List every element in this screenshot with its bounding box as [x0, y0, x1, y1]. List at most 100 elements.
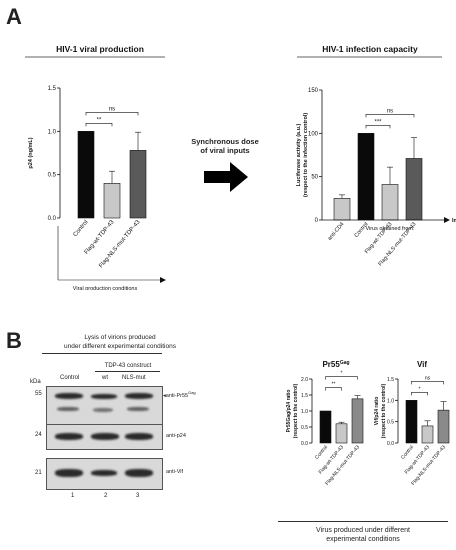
- chart-viral-production: HIV-1 viral production 0.0 0.5 1.0 1.5 p24 (n…: [25, 44, 166, 290]
- infection-arrow-head: [444, 217, 450, 223]
- significance-bracket: [365, 125, 391, 129]
- chart-title-sup: Gag: [340, 360, 350, 366]
- y-axis-label: p24 (ng/mL): [28, 137, 34, 168]
- lysis-caption: Lysis of virions produced under differen…: [50, 333, 190, 351]
- significance-label: *: [341, 371, 343, 377]
- blot-pr55: [46, 386, 163, 428]
- y-tick-label: 2.0: [301, 377, 308, 383]
- x-axis-label: Viral production conditions: [73, 286, 138, 290]
- y-tick-label: 100: [308, 131, 319, 137]
- label-anti-vif: anti-Vif: [166, 469, 184, 475]
- y-tick-label: 0.0: [301, 441, 308, 447]
- bar: [103, 183, 121, 219]
- category-label: Control: [314, 444, 329, 460]
- y-axis-label-2: (respect to the control): [293, 383, 299, 438]
- bar: [421, 425, 434, 444]
- marker-55: 55: [35, 391, 42, 397]
- lane-number-3: 3: [136, 493, 140, 499]
- lane-number-2: 2: [104, 493, 108, 499]
- y-tick-label: 0.5: [48, 173, 57, 179]
- bottom-caption: Virus produced under different experimen…: [278, 526, 448, 544]
- significance-bracket: [365, 114, 415, 118]
- arrow-label-line2: of viral inputs: [200, 146, 250, 155]
- x-arrow-head: [160, 277, 166, 283]
- bar: [335, 423, 348, 444]
- chart-infection-capacity: HIV-1 infection capacity 0 50 100 150 Lucifer…: [296, 44, 456, 267]
- tdp-divider: [95, 371, 160, 372]
- group-label: Virus obtained from:: [365, 226, 415, 232]
- y-axis-label-2: (respect to the control): [381, 383, 387, 438]
- tdp-construct-label: TDP-43 construct: [104, 363, 152, 369]
- significance-bracket: [325, 387, 342, 391]
- chart-title: HIV-1 infection capacity: [322, 44, 418, 54]
- bar: [357, 133, 375, 221]
- y-tick-label: 0: [315, 218, 319, 224]
- significance-label: **: [97, 117, 102, 123]
- lysis-line2: under different experimental conditions: [64, 343, 176, 350]
- significance-label: **: [332, 382, 336, 388]
- category-label: anti-CD4: [327, 221, 346, 241]
- lane-header-nls-mut: NLS-mut: [122, 375, 146, 381]
- bottom-caption-line1: Virus produced under different: [316, 527, 410, 534]
- significance-label: ns: [387, 108, 393, 114]
- y-tick-label: 1.0: [387, 398, 394, 404]
- bar: [77, 131, 95, 219]
- significance-label: ns: [425, 375, 431, 381]
- lane-header-control: Control: [60, 375, 80, 381]
- significance-label: ***: [374, 119, 382, 125]
- significance-bracket: [85, 112, 139, 116]
- arrow-label: Synchronous dose of viral inputs: [170, 137, 280, 155]
- y-tick-label: 1.5: [301, 393, 308, 399]
- category-label: Control: [400, 444, 415, 460]
- lane-header-wt: wt: [102, 375, 108, 381]
- y-tick-label: 1.5: [48, 86, 57, 92]
- bar: [333, 198, 351, 221]
- significance-label: *: [419, 386, 421, 392]
- bar: [351, 398, 364, 444]
- significance-bracket: [325, 376, 358, 380]
- label-anti-pr55: ◂anti-Pr55Gag: [163, 390, 196, 399]
- category-label: Control: [73, 219, 90, 238]
- marker-21: 21: [35, 470, 42, 476]
- y-tick-label: 0.5: [301, 425, 308, 431]
- bar: [405, 400, 418, 444]
- y-axis-label: Pr55Gag/p24 ratio: [286, 390, 292, 433]
- chart-title: Pr55Gag: [322, 360, 349, 369]
- y-tick-label: 1.0: [48, 129, 57, 135]
- chart-vif-ratio: Vif 0.0 0.5 1.0 1.5 Vif/p24 ratio (respect to …: [374, 360, 450, 487]
- blot-p24: [46, 424, 163, 450]
- chart-title: Vif: [417, 360, 427, 369]
- bottom-divider: [278, 521, 448, 522]
- infection-label: Infection: [452, 218, 456, 224]
- y-axis-label: Vif/p24 ratio: [374, 397, 380, 426]
- blot-vif: [46, 458, 163, 490]
- significance-label: ns: [109, 106, 115, 112]
- y-tick-label: 50: [311, 175, 318, 181]
- kda-label: kDa: [30, 379, 41, 385]
- y-tick-label: 150: [308, 88, 319, 94]
- bar: [405, 158, 423, 221]
- arrow-label-line1: Synchronous dose: [191, 137, 259, 146]
- panel-a-letter: A: [6, 4, 22, 29]
- y-tick-label: 0.0: [48, 216, 57, 222]
- right-arrow-icon: [204, 162, 248, 192]
- y-tick-label: 1.0: [301, 409, 308, 415]
- significance-bracket: [411, 392, 428, 396]
- bar: [319, 410, 332, 444]
- y-tick-label: 1.5: [387, 377, 394, 383]
- significance-bracket: [411, 381, 444, 385]
- lysis-divider: [42, 353, 162, 354]
- significance-bracket: [85, 123, 113, 127]
- marker-24: 24: [35, 432, 42, 438]
- bar: [437, 409, 450, 444]
- chart-title: HIV-1 viral production: [56, 44, 144, 54]
- y-axis-label: Luciferase activity (a.u.): [296, 124, 302, 187]
- lysis-line1: Lysis of virions produced: [84, 334, 156, 341]
- y-axis-label-2: (respect to the infection control): [303, 113, 309, 198]
- lane-number-1: 1: [71, 493, 75, 499]
- panel-b-letter: B: [6, 328, 22, 353]
- y-tick-label: 0.5: [387, 420, 394, 426]
- y-tick-label: 0.0: [387, 441, 394, 447]
- bottom-caption-line2: experimental conditions: [326, 536, 400, 543]
- label-anti-p24: anti-p24: [166, 433, 186, 439]
